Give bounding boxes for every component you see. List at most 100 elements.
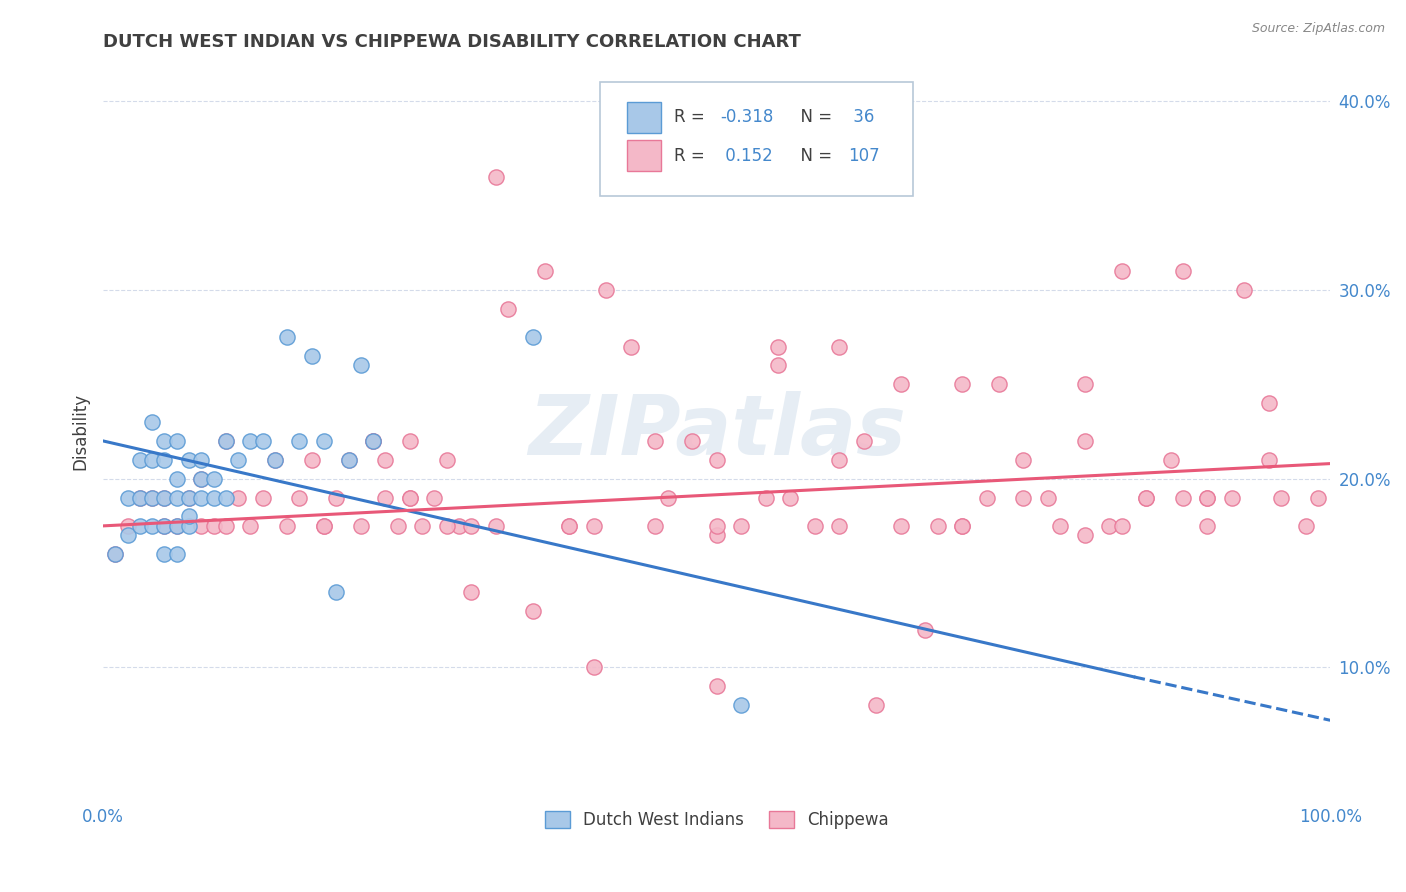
Point [325, 491, 347, 505]
Point [1074, 377, 1097, 392]
Point [730, 519, 752, 533]
Point [190, 452, 212, 467]
Point [631, 132, 654, 146]
Point [1197, 519, 1219, 533]
Point [496, 301, 519, 316]
Point [1135, 491, 1157, 505]
Point [582, 660, 605, 674]
Point [1171, 491, 1194, 505]
Point [312, 434, 335, 448]
Point [141, 519, 163, 533]
Point [264, 452, 287, 467]
Point [914, 623, 936, 637]
Point [104, 547, 127, 561]
Point [706, 528, 728, 542]
Point [987, 377, 1010, 392]
Point [411, 519, 433, 533]
Point [950, 519, 973, 533]
Point [166, 519, 188, 533]
Point [1306, 491, 1329, 505]
Point [644, 434, 666, 448]
Point [166, 472, 188, 486]
Point [141, 415, 163, 429]
Point [890, 377, 912, 392]
Point [276, 519, 298, 533]
Point [361, 434, 384, 448]
Point [226, 491, 249, 505]
Point [153, 452, 176, 467]
Point [852, 434, 875, 448]
Point [950, 519, 973, 533]
Point [239, 434, 262, 448]
Point [755, 491, 778, 505]
Point [890, 519, 912, 533]
FancyBboxPatch shape [600, 82, 912, 196]
Point [399, 491, 422, 505]
Legend: Dutch West Indians, Chippewa: Dutch West Indians, Chippewa [538, 804, 896, 835]
Text: R =: R = [673, 146, 710, 164]
Point [104, 547, 127, 561]
Text: ZIPatlas: ZIPatlas [527, 391, 905, 472]
Point [374, 491, 396, 505]
Point [166, 434, 188, 448]
Point [804, 519, 827, 533]
Point [141, 452, 163, 467]
Point [766, 340, 789, 354]
Point [1171, 264, 1194, 278]
Point [1012, 491, 1035, 505]
Point [166, 547, 188, 561]
Point [1220, 491, 1243, 505]
Point [423, 491, 446, 505]
Point [215, 519, 238, 533]
Point [117, 528, 139, 542]
Point [657, 491, 679, 505]
Point [153, 519, 176, 533]
Bar [627, 140, 661, 171]
Point [361, 434, 384, 448]
Text: R =: R = [673, 108, 710, 127]
Point [1197, 491, 1219, 505]
Point [177, 491, 200, 505]
Point [706, 452, 728, 467]
Point [325, 585, 347, 599]
Point [865, 698, 887, 713]
Point [202, 519, 225, 533]
Text: DUTCH WEST INDIAN VS CHIPPEWA DISABILITY CORRELATION CHART: DUTCH WEST INDIAN VS CHIPPEWA DISABILITY… [103, 33, 801, 51]
Point [436, 519, 458, 533]
Point [141, 491, 163, 505]
Point [129, 491, 152, 505]
Point [288, 491, 311, 505]
Point [177, 519, 200, 533]
Point [177, 452, 200, 467]
Point [177, 509, 200, 524]
Point [166, 491, 188, 505]
Point [153, 519, 176, 533]
Point [582, 519, 605, 533]
Point [828, 452, 851, 467]
Point [522, 604, 544, 618]
Point [681, 434, 703, 448]
Point [779, 491, 801, 505]
Point [374, 452, 396, 467]
Point [252, 491, 274, 505]
Point [190, 472, 212, 486]
Point [1049, 519, 1071, 533]
Point [522, 330, 544, 344]
Point [117, 491, 139, 505]
Point [485, 169, 508, 184]
Point [350, 519, 373, 533]
Point [828, 519, 851, 533]
Point [558, 519, 581, 533]
Point [129, 491, 152, 505]
Point [1111, 519, 1133, 533]
Point [190, 472, 212, 486]
Point [1160, 452, 1182, 467]
Point [153, 547, 176, 561]
Point [141, 491, 163, 505]
Text: N =: N = [790, 146, 838, 164]
Text: -0.318: -0.318 [720, 108, 773, 127]
Point [350, 359, 373, 373]
Point [117, 519, 139, 533]
Point [301, 349, 323, 363]
Text: 0.152: 0.152 [720, 146, 773, 164]
